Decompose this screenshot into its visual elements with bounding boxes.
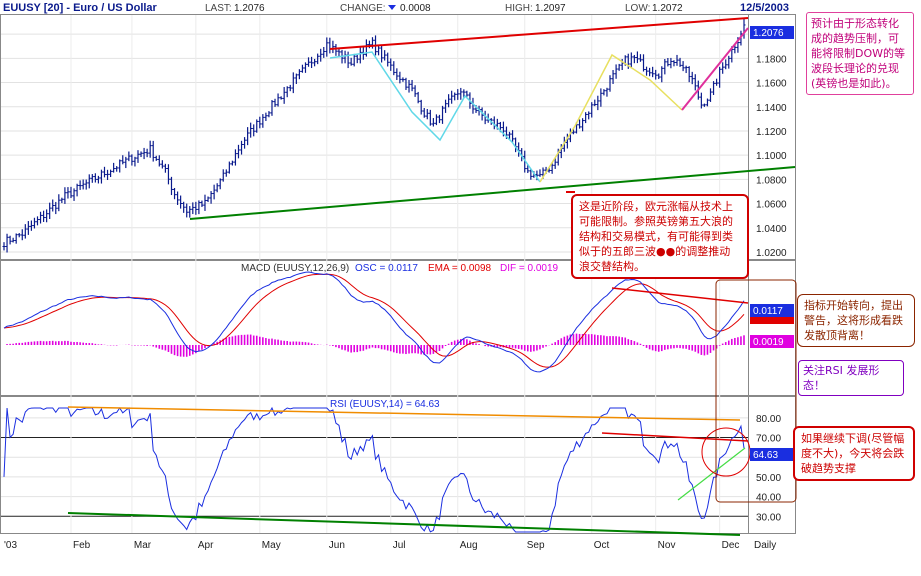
- note-macd-side: 指标开始转向，提出警告，这将形成看跌发散顶背离！: [797, 294, 915, 347]
- change-down-arrow-icon: [388, 5, 396, 10]
- price-resistance-trendline: [329, 17, 749, 50]
- macd-osc-badge-text: 0.0117: [753, 306, 783, 317]
- macd-histogram: [6, 333, 745, 357]
- price-tick-label: 1.1200: [756, 127, 787, 138]
- rsi-tick-label: 40.00: [756, 493, 781, 504]
- price-tick-label: 1.0400: [756, 224, 787, 235]
- macd-dif-badge: [750, 335, 794, 348]
- header-change-label: CHANGE:: [340, 3, 386, 14]
- x-month-label: Sep: [527, 540, 545, 551]
- note-rsi-focus: 关注RSI 发展形态！: [798, 360, 904, 396]
- x-month-label: May: [262, 540, 281, 551]
- header-change-value: 0.0008: [400, 3, 431, 14]
- price-last-badge-text: 1.2076: [753, 28, 784, 39]
- header-last-value: 1.2076: [234, 3, 265, 14]
- note-top-right: 预计由于形态转化成的趋势压制，可能将限制DOW的等波段长理论的兑现(英镑也是如此…: [806, 12, 914, 95]
- rsi-resistance-trendline: [601, 432, 749, 442]
- rsi-tick-label: 30.00: [756, 512, 781, 523]
- x-month-label: Apr: [198, 540, 214, 551]
- note-rsi-side: 如果继续下调(尽管幅度不大)，今天将会跌破趋势支撑: [793, 426, 915, 481]
- x-month-label: Jul: [393, 540, 406, 551]
- x-month-label: Mar: [134, 540, 152, 551]
- price-tick-label: 1.1000: [756, 151, 787, 162]
- header-high-label: HIGH:: [505, 3, 533, 14]
- macd-divergence-line: [611, 287, 749, 304]
- price-panel-frame: [0, 14, 796, 260]
- header-bar: [0, 0, 796, 14]
- header-last-label: LAST:: [205, 3, 232, 14]
- macd-dif-badge-text: 0.0019: [753, 337, 784, 348]
- x-month-label: Aug: [460, 540, 478, 551]
- macd-panel-frame: [0, 260, 796, 396]
- price-tick-label: 1.0800: [756, 175, 787, 186]
- macd-ema-badge: [750, 317, 794, 324]
- header-low-label: LOW:: [625, 3, 650, 14]
- rsi-line: [3, 406, 745, 533]
- header-low-value: 1.2072: [652, 3, 683, 14]
- rsi-grid: [1, 417, 748, 517]
- macd-osc-badge: [750, 304, 794, 317]
- macd-ema-label: EMA = 0.0098: [428, 263, 492, 274]
- price-tick-label: 1.1600: [756, 79, 787, 90]
- price-support-trendline: [189, 166, 796, 220]
- rsi-tick-label: 80.00: [756, 414, 781, 425]
- x-month-label: Daily: [754, 540, 776, 551]
- rsi-tick-label: 50.00: [756, 473, 781, 484]
- x-month-label: '03: [4, 540, 17, 551]
- rsi-value-badge: [750, 448, 794, 461]
- price-axis-ticks: 1.20001.18001.16001.14001.12001.10001.08…: [756, 30, 787, 259]
- note-middle: 这是近阶段，欧元涨幅从技术上可能限制。参照英镑第五大浪的结构和交易模式，有可能得…: [571, 194, 749, 279]
- x-month-label: Dec: [722, 540, 740, 551]
- x-month-label: Jun: [329, 540, 345, 551]
- x-month-label: Oct: [594, 540, 610, 551]
- price-tick-label: 1.1800: [756, 54, 787, 65]
- header-date: 12/5/2003: [740, 2, 789, 14]
- macd-dif-label: DIF = 0.0019: [500, 263, 559, 274]
- price-ohlc-bars: [2, 19, 746, 253]
- price-tick-label: 1.0200: [756, 248, 787, 259]
- price-tick-label: 1.1400: [756, 103, 787, 114]
- wave-count-magenta: [681, 27, 749, 111]
- price-last-badge: [750, 26, 794, 39]
- rsi-value-badge-text: 64.63: [753, 450, 778, 461]
- wave-count-yellow: [539, 53, 683, 183]
- header-high-value: 1.2097: [535, 3, 566, 14]
- header-symbol: EUUSY [20] - Euro / US Dollar: [3, 2, 158, 14]
- x-month-label: Nov: [658, 540, 676, 551]
- macd-osc-label: OSC = 0.0117: [355, 263, 418, 274]
- x-month-label: Feb: [73, 540, 91, 551]
- macd-title: MACD (EUUSY,12,26,9): [241, 263, 349, 274]
- macd-line: [3, 271, 745, 373]
- rsi-orange-trendline: [67, 406, 741, 421]
- rsi-tick-label: 70.00: [756, 434, 781, 445]
- rsi-title: RSI (EUUSY,14) = 64.63: [330, 399, 440, 410]
- wave-count-cyan: [329, 51, 541, 183]
- price-tick-label: 1.0600: [756, 200, 787, 211]
- x-axis-months: '03 Feb Mar Apr May Jun Jul Aug Sep Oct Nov Dec Dail…: [4, 540, 776, 551]
- rsi-support-trendline: [67, 512, 741, 536]
- focus-box: [715, 279, 797, 503]
- rsi-panel-frame: [0, 396, 796, 534]
- macd-signal-line: [3, 273, 745, 368]
- rsi-green-uptrend: [677, 447, 746, 501]
